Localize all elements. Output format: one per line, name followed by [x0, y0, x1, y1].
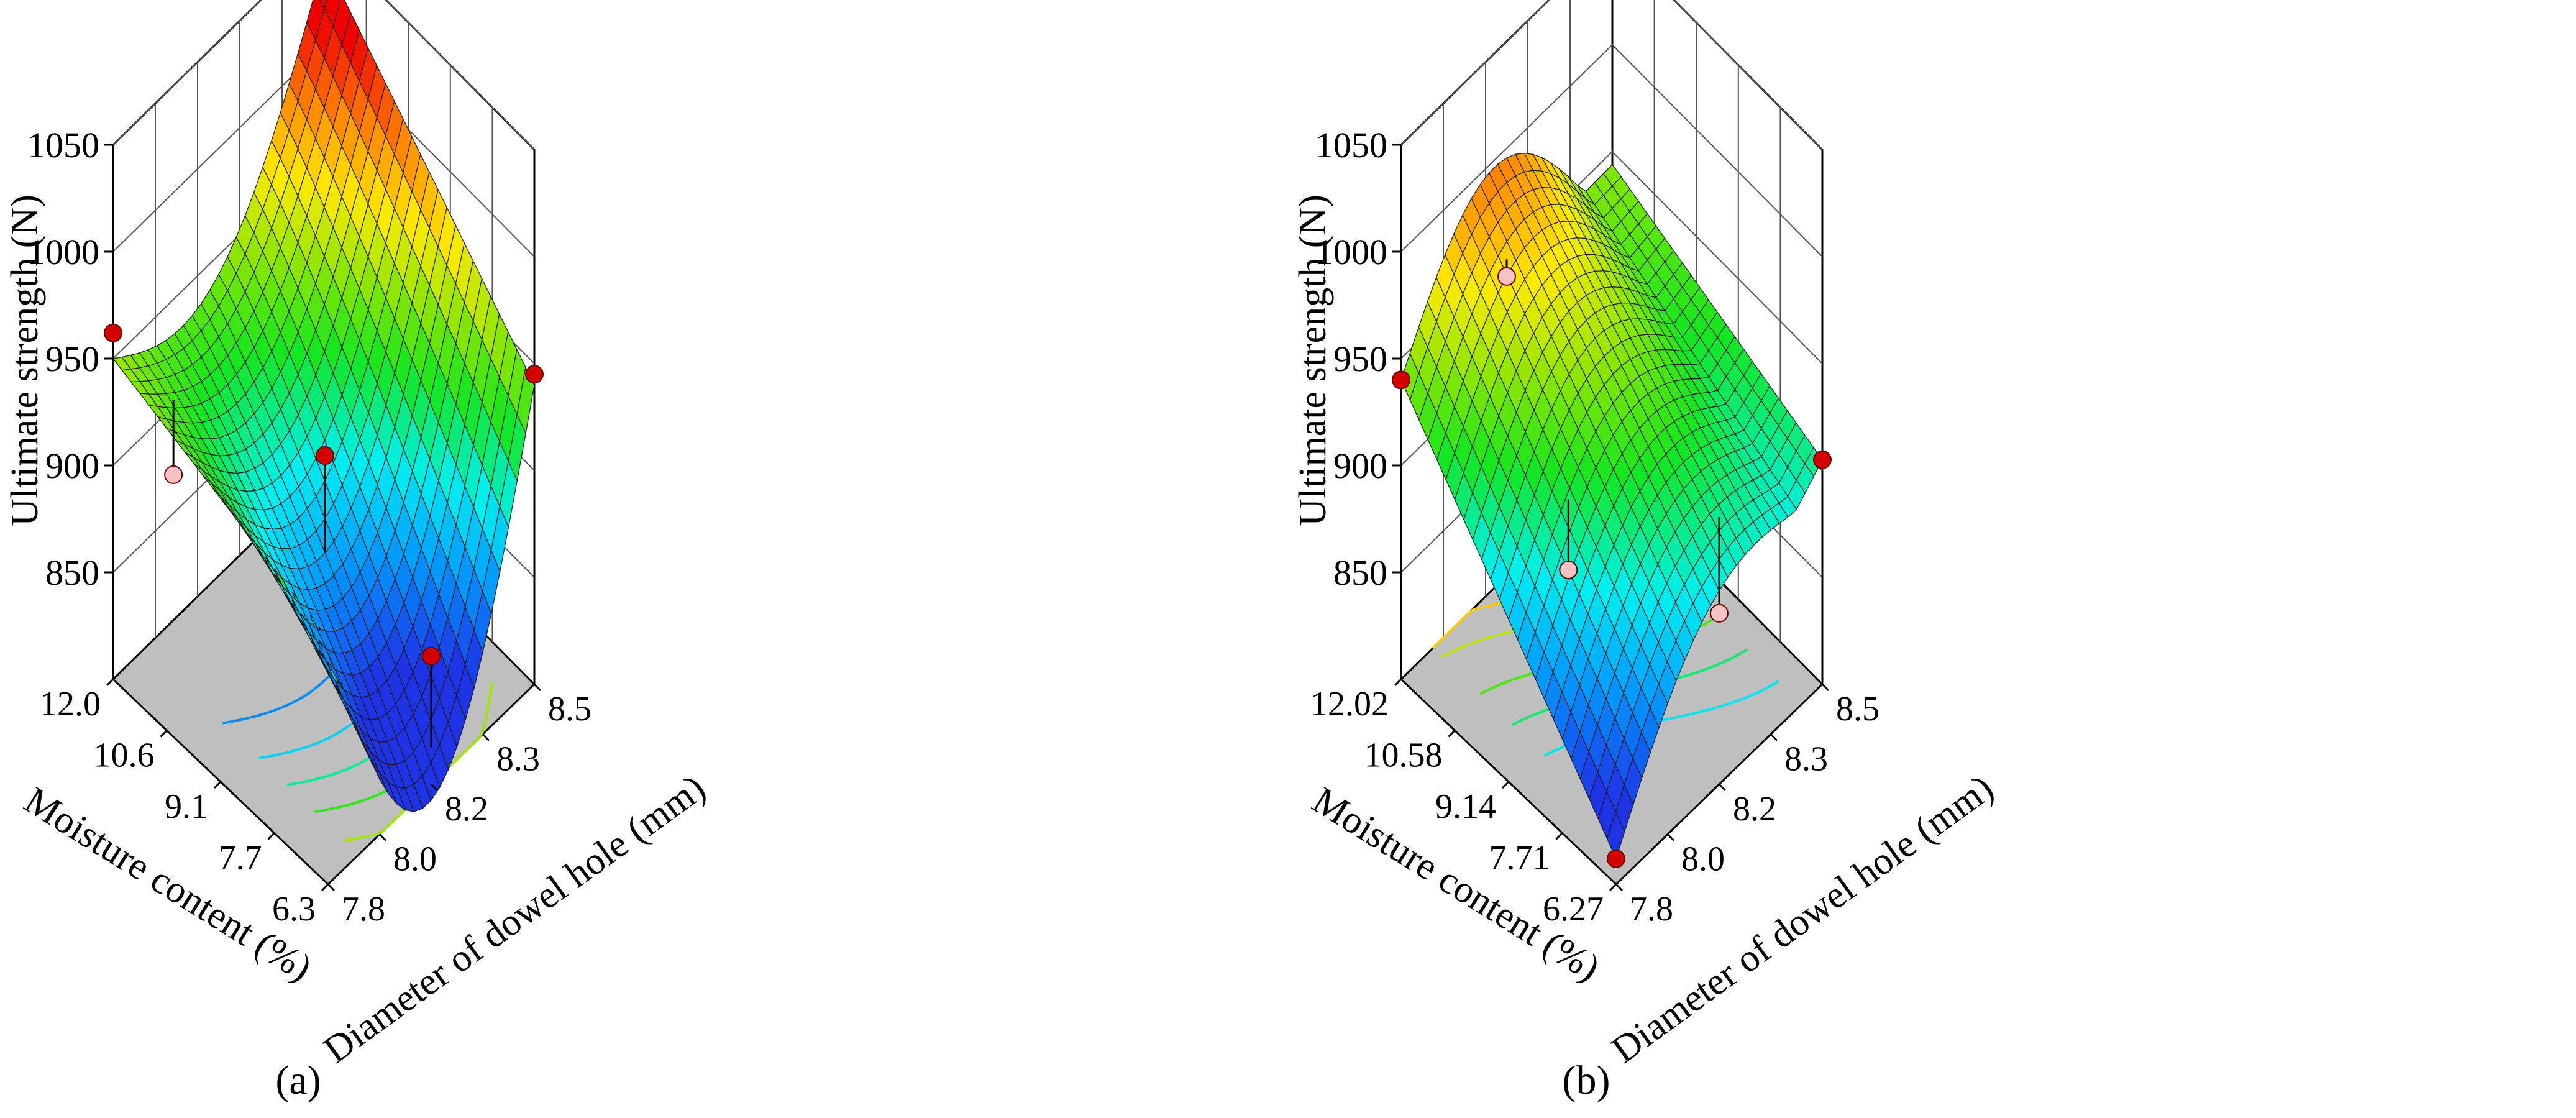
y-tick: [1555, 832, 1563, 840]
chart-panel-a: 850 900 950 1000 1050 6.3 7.7 9.1 10.6 12.0 7.8 8…: [4, 0, 713, 1103]
y-tick-labels: 6.27 7.71 9.14 10.58 12.02: [1310, 678, 1617, 928]
surface-cell: [319, 0, 327, 10]
x-tick: [430, 783, 439, 792]
design-point: [104, 323, 122, 342]
x-tick-labels: 7.88.08.28.38.5: [1615, 683, 1879, 928]
design-point: [1559, 561, 1578, 580]
z-tick-label: 850: [1333, 552, 1387, 593]
design-points: [104, 323, 544, 666]
x-tick: [482, 733, 490, 741]
z-tick-label: 1000: [1315, 232, 1387, 272]
y-tick-label: 9.14: [1435, 787, 1496, 826]
design-points: [1392, 267, 1832, 868]
grid-line: [1400, 44, 1823, 257]
surface-cell: [516, 366, 535, 434]
grid-line: [112, 0, 535, 150]
design-point: [1392, 370, 1410, 390]
design-point: [422, 646, 441, 666]
x-tick-label: 8.3: [1784, 740, 1828, 779]
x-tick-label: 8.0: [1681, 840, 1725, 879]
y-tick-label: 6.27: [1543, 890, 1604, 928]
y-tick-label: 9.1: [165, 787, 208, 826]
panel-label: (b): [1563, 1058, 1610, 1103]
z-tick-labels: 850 900 950 1000 1050: [27, 125, 113, 593]
design-point: [164, 465, 183, 484]
x-tick: [327, 883, 336, 892]
x-tick-labels: 7.88.08.28.38.5: [327, 683, 591, 928]
y-tick-label: 12.02: [1310, 685, 1389, 723]
y-tick: [106, 678, 114, 687]
z-tick-label: 900: [45, 446, 99, 486]
y-tick-label: 6.3: [272, 890, 316, 928]
y-tick: [1448, 730, 1456, 738]
x-tick-label: 8.2: [445, 790, 488, 828]
x-tick-label: 7.8: [1630, 890, 1673, 928]
y-tick-label: 10.6: [94, 736, 155, 775]
design-point: [316, 446, 334, 465]
y-tick-label: 7.71: [1489, 839, 1550, 877]
z-tick-label: 850: [45, 552, 99, 593]
y-tick: [321, 883, 329, 892]
design-point: [1710, 603, 1729, 623]
y-tick: [1609, 883, 1617, 892]
grid-line: [1400, 0, 1823, 150]
y-tick: [1501, 781, 1510, 789]
x-tick: [533, 683, 542, 692]
x-tick-label: 8.2: [1733, 790, 1776, 828]
z-tick-label: 900: [1333, 446, 1387, 486]
z-axis-title: Ultimate strength (N): [4, 195, 46, 526]
panel-label: (a): [275, 1058, 321, 1103]
y-tick-label: 10.58: [1364, 736, 1443, 775]
x-tick: [378, 833, 387, 841]
x-tick-label: 8.3: [496, 740, 540, 779]
y-tick-label: 12.0: [40, 685, 101, 723]
y-tick-label: 7.7: [219, 839, 262, 877]
x-tick-label: 7.8: [342, 890, 385, 928]
design-point: [1813, 450, 1832, 469]
y-tick: [160, 730, 168, 738]
z-axis-title: Ultimate strength (N): [1292, 195, 1334, 526]
chart-panel-b: 850 900 950 1000 1050 6.27 7.71 9.14 10.58 12.02…: [1288, 0, 2576, 1118]
y-tick-labels: 6.3 7.7 9.1 10.6 12.0: [40, 678, 329, 928]
response-surface: [112, 0, 535, 812]
x-tick: [1666, 833, 1675, 841]
design-point: [525, 365, 544, 384]
z-tick-label: 950: [45, 339, 99, 379]
x-tick: [1615, 883, 1624, 892]
x-tick: [1821, 683, 1830, 692]
y-tick: [267, 832, 275, 840]
z-tick-label: 1050: [1315, 125, 1387, 165]
y-tick: [213, 781, 222, 789]
design-point: [1607, 849, 1625, 868]
x-tick-label: 8.5: [548, 690, 591, 728]
z-tick-labels: 850 900 950 1000 1050: [1315, 125, 1401, 593]
x-tick-label: 8.5: [1836, 690, 1879, 728]
x-tick-label: 8.0: [393, 840, 437, 879]
z-tick-label: 1050: [27, 125, 99, 165]
z-tick-label: 1000: [27, 232, 99, 272]
x-tick: [1770, 733, 1778, 741]
x-tick: [1718, 783, 1727, 792]
response-surface: [1400, 152, 1823, 860]
y-tick: [1394, 678, 1402, 687]
design-point: [1497, 267, 1516, 286]
chart-b-svg: 850 900 950 1000 1050 6.27 7.71 9.14 10.58 12.02…: [1292, 0, 2001, 1103]
z-tick-label: 950: [1333, 339, 1387, 379]
